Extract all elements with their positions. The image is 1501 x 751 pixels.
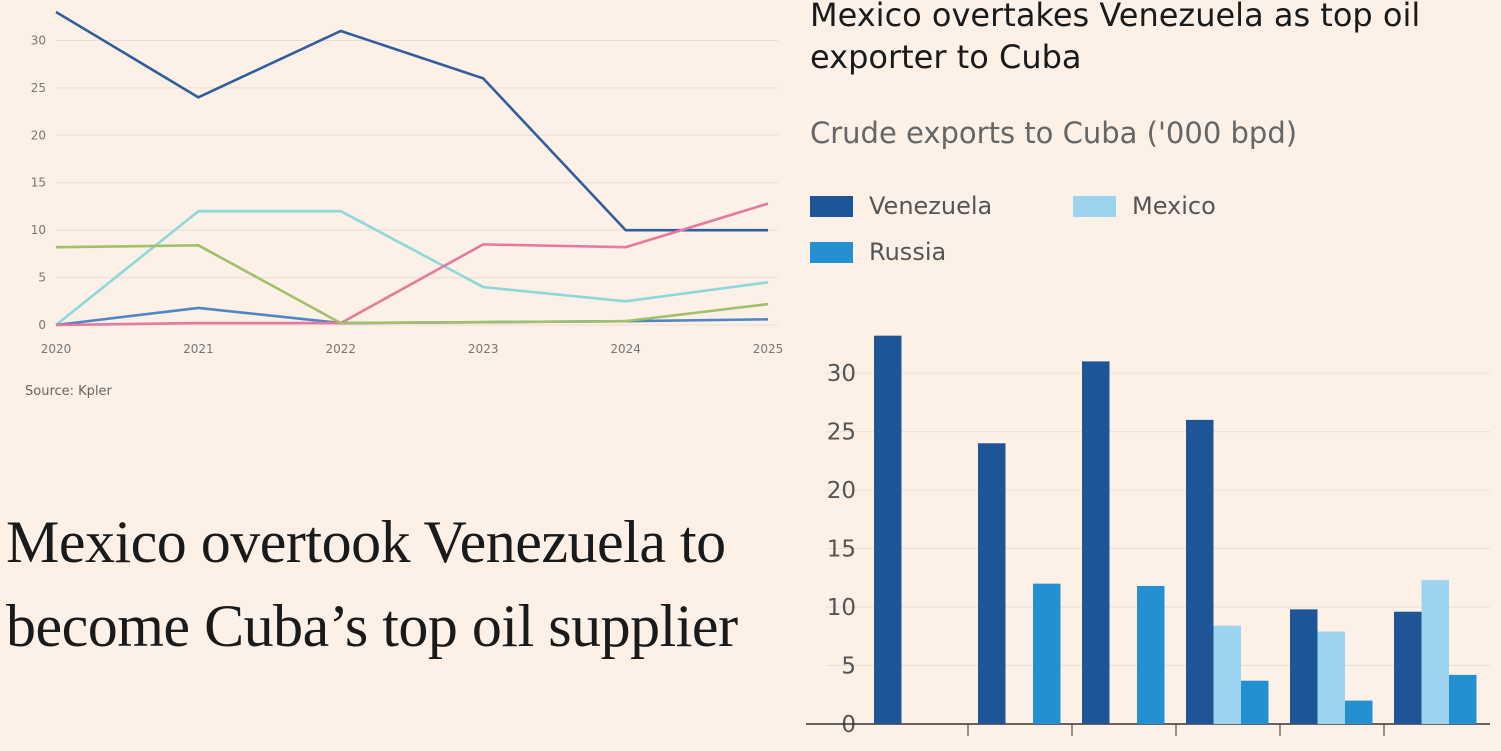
bar-venezuela-2022: [1082, 361, 1110, 724]
line-y-tick-20: 20: [31, 128, 46, 142]
bar-venezuela-2023: [1186, 419, 1214, 724]
bar-mexico-2024: [1317, 631, 1345, 724]
source-note: Source: Kpler: [25, 384, 112, 399]
bar-russia-2022: [1137, 585, 1165, 724]
legend-label-russia: Russia: [869, 238, 947, 266]
legend-item-mexico: Mexico: [1073, 192, 1216, 220]
line-x-tick-2021: 2021: [183, 342, 214, 356]
line-x-tick-2020: 2020: [41, 342, 72, 356]
line-series-mexico: [55, 209, 769, 327]
line-series-series-4: [55, 202, 769, 327]
bar-y-tick-15: 15: [827, 537, 856, 563]
legend-swatch-venezuela: [810, 195, 853, 217]
bar-mexico-2025: [1421, 580, 1449, 724]
bar-y-tick-0: 0: [841, 712, 856, 738]
legend-swatch-russia: [810, 241, 853, 263]
line-y-tick-0: 0: [38, 318, 46, 332]
bar-y-tick-10: 10: [827, 595, 856, 621]
bar-russia-2024: [1345, 700, 1373, 724]
bar-mexico-2023: [1213, 625, 1241, 724]
line-series-venezuela: [55, 10, 768, 232]
line-y-tick-25: 25: [31, 81, 46, 95]
bar-chart-title: Mexico overtakes Venezuela as top oil ex…: [810, 0, 1421, 76]
bar-venezuela-2025: [1394, 611, 1422, 724]
legend-label-mexico: Mexico: [1132, 192, 1216, 220]
legend-item-venezuela: Venezuela: [810, 192, 992, 220]
line-x-tick-2022: 2022: [326, 342, 357, 356]
legend-item-russia: Russia: [810, 238, 946, 266]
bar-russia-2025: [1449, 674, 1477, 724]
bar-y-tick-20: 20: [827, 478, 856, 504]
bar-venezuela-2020: [874, 335, 902, 724]
line-y-tick-10: 10: [31, 223, 46, 237]
legend-label-venezuela: Venezuela: [869, 192, 993, 220]
line-y-tick-15: 15: [31, 176, 46, 190]
bar-y-tick-30: 30: [827, 361, 856, 387]
bar-russia-2021: [1033, 583, 1061, 724]
line-y-tick-30: 30: [31, 33, 46, 47]
legend-swatch-mexico: [1073, 195, 1116, 217]
line-y-tick-5: 5: [38, 271, 46, 285]
line-x-tick-2024: 2024: [610, 342, 641, 356]
bar-y-tick-5: 5: [841, 654, 856, 680]
bar-russia-2023: [1241, 680, 1269, 724]
bar-y-tick-25: 25: [827, 420, 856, 446]
line-series-series-5: [55, 244, 769, 325]
line-x-tick-2023: 2023: [468, 342, 499, 356]
bar-venezuela-2021: [978, 443, 1006, 724]
headline: Mexico overtook Venezuela to become Cuba…: [6, 509, 738, 659]
bar-venezuela-2024: [1290, 609, 1318, 724]
bar-chart-subtitle: Crude exports to Cuba ('000 bpd): [810, 116, 1298, 150]
line-x-tick-2025: 2025: [753, 342, 784, 356]
